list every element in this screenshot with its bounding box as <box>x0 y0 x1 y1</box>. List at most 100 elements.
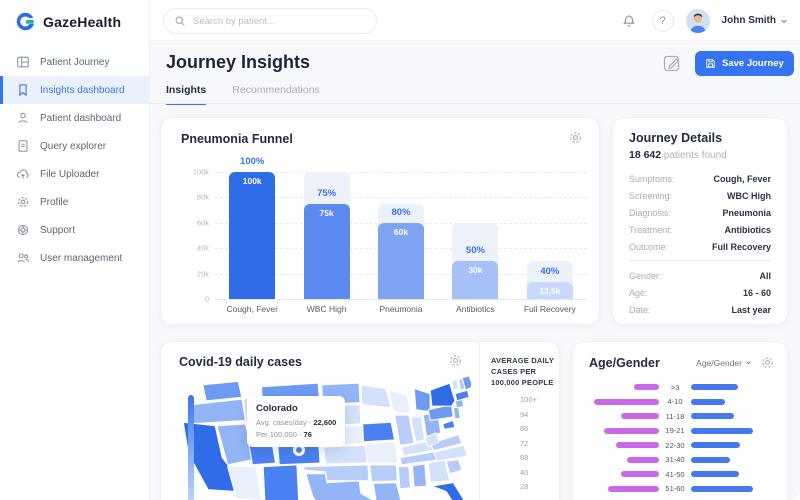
x-axis-label: WBC High <box>306 304 347 314</box>
topbar: ? John Smith <box>150 0 800 41</box>
chevron-down-icon <box>781 19 787 23</box>
sidebar-item-insights-dashboard[interactable]: Insights dashboard <box>0 76 149 104</box>
map-state-mi[interactable] <box>413 387 431 413</box>
map-state-il[interactable] <box>394 414 415 446</box>
map-state-ny[interactable] <box>429 382 456 407</box>
map-state-wi[interactable] <box>388 389 412 414</box>
map-state-mo[interactable] <box>364 441 399 464</box>
funnel-bar-antibiotics[interactable]: 30k 50% <box>438 172 512 299</box>
edit-icon[interactable] <box>662 53 684 75</box>
logo[interactable]: GazeHealth <box>0 0 149 32</box>
user-menu[interactable]: John Smith <box>722 15 788 26</box>
x-axis-label: Cough, Fever <box>226 304 278 314</box>
sidebar-item-patient-dashboard[interactable]: Patient dashboard <box>0 104 149 132</box>
map-state-sc[interactable] <box>445 458 463 475</box>
map-state-ma[interactable] <box>454 389 470 402</box>
age-row-22-30: 22-30 <box>573 438 787 453</box>
map-state-ar[interactable] <box>369 464 398 483</box>
age-gender-card: Age/Gender Age/Gender >3 4-10 11-18 19-21 22… <box>572 341 788 500</box>
detail-row-screening: Screening: WBC High <box>629 190 771 201</box>
sidebar-item-patient-journey[interactable]: Patient Journey <box>0 48 149 76</box>
map-state-mn[interactable] <box>360 384 392 409</box>
funnel-bar-cough-fever[interactable]: 100k 100% <box>215 156 289 299</box>
detail-row-sumptoms: Sumptoms: Cough, Fever <box>629 173 771 184</box>
map-state-or[interactable] <box>189 398 246 425</box>
sidebar-item-user-management[interactable]: User management <box>0 244 149 272</box>
funnel-bar: 75k <box>303 203 350 299</box>
tab-recommendations[interactable]: Recommendations <box>232 84 320 96</box>
map-state-nc[interactable] <box>433 444 468 462</box>
map-state-fl[interactable] <box>431 482 468 500</box>
gear-icon <box>16 195 30 209</box>
sidebar-item-file-uploader[interactable]: File Uploader <box>0 160 149 188</box>
female-bar <box>615 442 659 449</box>
users-icon <box>16 251 30 265</box>
funnel-bar-wbc-high[interactable]: 75k 75% <box>289 172 363 299</box>
map-state-nm[interactable] <box>262 464 300 500</box>
gridline <box>215 299 587 300</box>
funnel-bar-full-recovery[interactable]: 13,5k 40% <box>513 172 587 299</box>
map-state-ia[interactable] <box>362 421 396 443</box>
map-state-tx[interactable] <box>305 473 374 500</box>
age-row-51-60: 51-60 <box>573 482 787 497</box>
map-state-al[interactable] <box>411 463 428 488</box>
search-box[interactable] <box>163 8 377 34</box>
tabs: Insights Recommendations <box>166 84 320 105</box>
map-state-wa[interactable] <box>202 380 243 402</box>
sidebar-item-label: Profile <box>40 196 69 208</box>
map-state-vt[interactable] <box>450 379 460 391</box>
search-input[interactable] <box>193 15 366 27</box>
funnel-settings-gear-icon[interactable] <box>568 130 583 145</box>
age-gender-dropdown[interactable]: Age/Gender <box>696 358 752 368</box>
covid-card-title: Covid-19 daily cases <box>179 355 302 369</box>
funnel-bar-value: 100k <box>242 176 262 186</box>
map-state-la[interactable] <box>372 482 402 500</box>
detail-row-outcome: Outcome: Full Recovery <box>629 241 771 252</box>
covid-settings-gear-icon[interactable] <box>448 353 463 368</box>
y-axis-tick: 60k <box>196 218 209 228</box>
sidebar-item-query-explorer[interactable]: Query explorer <box>0 132 149 160</box>
male-bar <box>691 456 730 463</box>
male-bar <box>691 427 753 434</box>
gazehealth-logo-icon <box>15 11 36 32</box>
tooltip-row: Avg. cases/day - 22,600 <box>256 418 337 427</box>
map-state-md[interactable] <box>442 419 456 430</box>
map-state-az[interactable] <box>227 466 262 500</box>
age-row-11-18: 11-18 <box>573 409 787 424</box>
male-bar <box>691 471 740 478</box>
funnel-bar: 30k <box>452 260 499 299</box>
tabs-divider <box>150 103 800 104</box>
sidebar-item-profile[interactable]: Profile <box>0 188 149 216</box>
map-state-ks[interactable] <box>323 444 368 465</box>
age-row-31-40: 31-40 <box>573 453 787 468</box>
save-journey-button[interactable]: Save Journey <box>695 51 794 76</box>
tab-insights[interactable]: Insights <box>166 84 207 105</box>
funnel-bar: 13,5k <box>526 281 573 299</box>
support-icon <box>16 223 30 237</box>
layout-icon <box>16 55 30 69</box>
journey-details-card: Journey Details 18 642 patients found Su… <box>612 117 788 325</box>
covid-daily-cases-card: Covid-19 daily cases Colorado Avg. cases… <box>160 341 560 500</box>
user-icon <box>16 111 30 125</box>
patients-found: 18 642 patients found <box>629 149 727 161</box>
notification-bell-icon[interactable] <box>618 10 640 32</box>
map-state-va[interactable] <box>429 434 463 452</box>
male-bar <box>691 442 740 449</box>
age-row-3: >3 <box>573 380 787 395</box>
sidebar-item-support[interactable]: Support <box>0 216 149 244</box>
sidebar-item-label: File Uploader <box>40 168 100 180</box>
map-state-pa[interactable] <box>427 403 454 421</box>
funnel-bar-pneumonia[interactable]: 60k 80% <box>364 172 438 299</box>
age-gender-settings-gear-icon[interactable] <box>760 355 775 370</box>
y-axis-tick: 40k <box>196 243 209 253</box>
age-range-label: 22-30 <box>665 440 685 450</box>
y-axis-tick: 0 <box>204 294 209 304</box>
avatar[interactable] <box>685 8 710 33</box>
legend-title: AVERAGE DAILY CASES PER 100,000 PEOPLE <box>491 356 554 387</box>
map-state-ms[interactable] <box>397 466 412 490</box>
map-state-in[interactable] <box>410 416 426 443</box>
map-state-wv[interactable] <box>424 432 440 448</box>
help-icon[interactable]: ? <box>651 9 674 32</box>
funnel-bar: 100k <box>229 172 276 299</box>
